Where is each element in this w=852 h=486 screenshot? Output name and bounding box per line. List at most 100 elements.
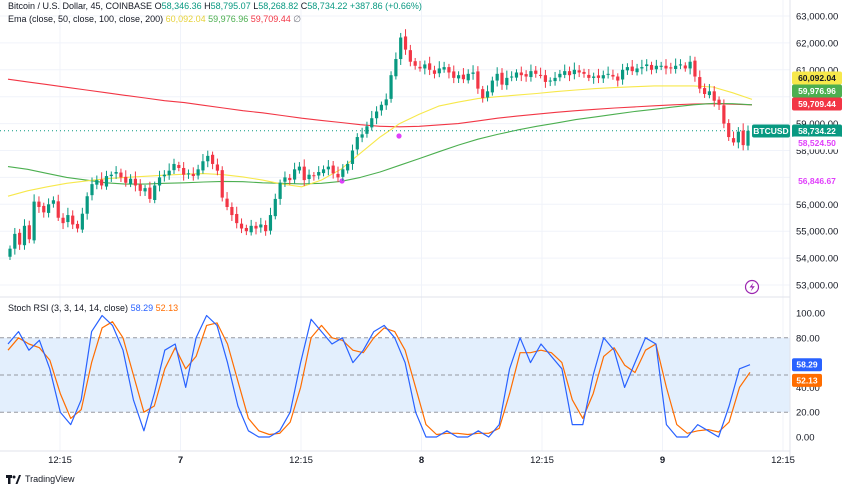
candle[interactable] [505, 77, 509, 86]
candle[interactable] [582, 71, 586, 74]
candle[interactable] [596, 75, 601, 78]
candle[interactable] [283, 177, 287, 182]
candle[interactable] [567, 71, 572, 76]
candle[interactable] [114, 172, 118, 174]
candle[interactable] [288, 177, 292, 181]
candle[interactable] [42, 205, 46, 213]
candle[interactable] [630, 66, 634, 72]
candle[interactable] [61, 217, 65, 224]
candle[interactable] [741, 130, 745, 146]
candle[interactable] [153, 185, 157, 200]
candle[interactable] [365, 126, 369, 134]
candle[interactable] [119, 172, 123, 178]
candle[interactable] [360, 134, 364, 138]
candle[interactable] [172, 163, 176, 171]
candle[interactable] [476, 71, 480, 89]
candle[interactable] [321, 169, 326, 174]
candle[interactable] [727, 123, 731, 138]
candle[interactable] [601, 75, 605, 79]
candle[interactable] [403, 36, 408, 50]
candle[interactable] [278, 182, 282, 199]
candle[interactable] [481, 89, 485, 99]
candle[interactable] [717, 99, 721, 105]
candle[interactable] [346, 163, 350, 171]
candle[interactable] [46, 204, 51, 213]
candle[interactable] [577, 70, 581, 73]
candle[interactable] [75, 223, 80, 229]
candle[interactable] [712, 91, 716, 101]
ema-legend[interactable]: Ema (close, 50, close, 100, close, 200) … [8, 14, 301, 25]
candle[interactable] [519, 72, 523, 76]
candle[interactable] [437, 68, 441, 74]
candle[interactable] [66, 215, 70, 223]
candle[interactable] [355, 137, 359, 150]
candle[interactable] [659, 65, 663, 67]
candle[interactable] [389, 75, 393, 99]
candle[interactable] [225, 198, 229, 207]
hidden-flag-icon[interactable]: ∅ [293, 14, 302, 24]
candle[interactable] [56, 201, 60, 218]
candle[interactable] [635, 68, 639, 73]
candle[interactable] [128, 178, 133, 184]
candle[interactable] [71, 215, 75, 225]
candle[interactable] [312, 175, 316, 177]
candle[interactable] [611, 74, 615, 77]
candle[interactable] [239, 223, 244, 229]
candle[interactable] [235, 213, 239, 224]
candle[interactable] [640, 67, 644, 69]
candle[interactable] [485, 91, 490, 98]
candle[interactable] [100, 179, 104, 186]
stoch-legend[interactable]: Stoch RSI (3, 3, 14, 14, close) 58.29 52… [8, 303, 178, 313]
candle[interactable] [384, 99, 388, 106]
candle[interactable] [326, 166, 330, 170]
candle[interactable] [510, 76, 514, 78]
candle[interactable] [379, 104, 384, 111]
candle[interactable] [206, 155, 210, 162]
candle[interactable] [563, 71, 567, 75]
candle[interactable] [534, 70, 538, 74]
candle[interactable] [432, 70, 437, 74]
candle[interactable] [307, 174, 311, 180]
candle[interactable] [707, 91, 712, 96]
candle[interactable] [645, 64, 649, 67]
candles[interactable] [8, 29, 750, 260]
candle[interactable] [32, 201, 36, 241]
candle[interactable] [201, 161, 205, 171]
candle[interactable] [514, 72, 519, 78]
candle[interactable] [196, 169, 200, 176]
candle[interactable] [553, 77, 557, 82]
candle[interactable] [731, 138, 736, 143]
candle[interactable] [620, 69, 625, 80]
candle[interactable] [678, 64, 683, 66]
candle[interactable] [500, 72, 504, 85]
candle[interactable] [13, 233, 17, 249]
candle[interactable] [702, 88, 707, 95]
candle[interactable] [698, 77, 702, 89]
candle[interactable] [669, 67, 673, 69]
candle[interactable] [664, 65, 668, 69]
candle[interactable] [133, 178, 138, 186]
candle[interactable] [592, 76, 596, 78]
candle[interactable] [331, 165, 335, 174]
candle[interactable] [529, 71, 533, 78]
candle[interactable] [736, 131, 740, 143]
candle[interactable] [693, 60, 697, 77]
candle[interactable] [350, 150, 355, 164]
candle[interactable] [688, 61, 692, 69]
candle[interactable] [177, 165, 181, 168]
candle[interactable] [418, 66, 422, 69]
candle[interactable] [495, 73, 499, 81]
candle[interactable] [27, 225, 31, 240]
candle[interactable] [548, 80, 552, 82]
candle[interactable] [22, 225, 27, 246]
candle[interactable] [654, 65, 658, 70]
candle[interactable] [399, 37, 403, 60]
candle[interactable] [616, 76, 620, 81]
candle[interactable] [374, 111, 379, 119]
candle[interactable] [674, 65, 678, 69]
candle[interactable] [456, 75, 461, 79]
candle[interactable] [157, 177, 162, 186]
candle[interactable] [18, 232, 22, 245]
candle[interactable] [317, 172, 321, 176]
